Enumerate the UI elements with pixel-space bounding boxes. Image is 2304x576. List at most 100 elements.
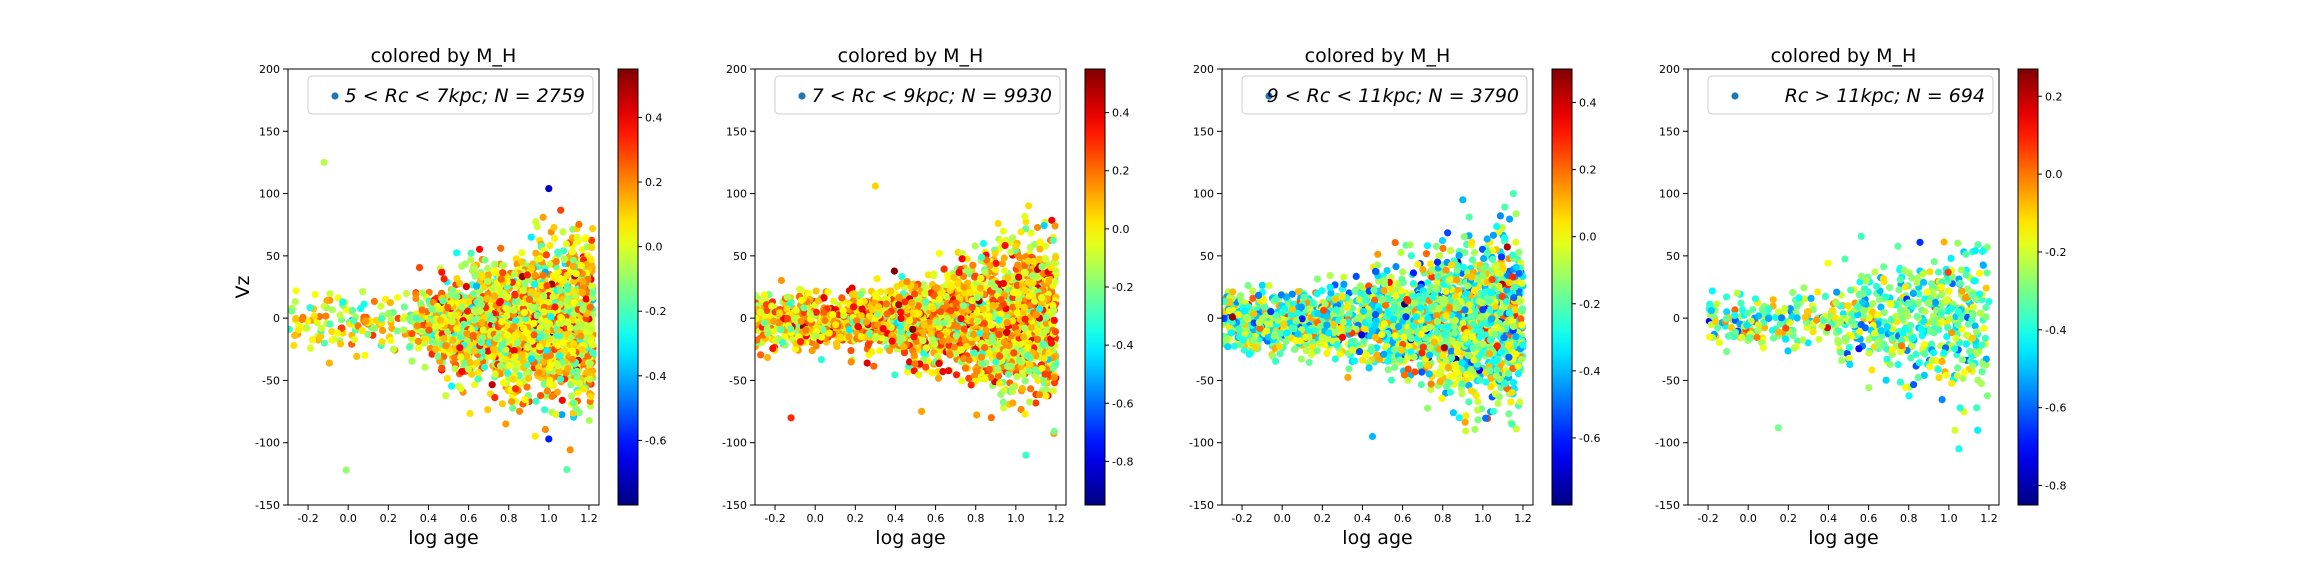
scatter-point	[578, 346, 586, 354]
scatter-point	[520, 308, 529, 316]
scatter-point	[929, 304, 937, 312]
scatter-point	[444, 328, 452, 336]
scatter-point	[1018, 281, 1027, 289]
scatter-point	[945, 341, 953, 349]
scatter-point	[519, 286, 527, 294]
scatter-point	[476, 307, 484, 315]
scatter-point	[552, 410, 560, 419]
scatter-point	[1007, 362, 1015, 370]
scatter-point	[847, 347, 855, 355]
scatter-point	[357, 305, 365, 313]
scatter-point	[1045, 349, 1053, 357]
scatter-point	[1027, 385, 1035, 393]
scatter-point	[888, 337, 896, 345]
scatter-point	[484, 264, 492, 272]
scatter-point	[872, 332, 880, 341]
scatter-point	[986, 261, 994, 270]
scatter-point	[1018, 385, 1026, 393]
scatter-point	[558, 396, 566, 404]
scatter-point	[770, 317, 778, 325]
scatter-point	[547, 313, 555, 321]
scatter-point	[978, 360, 986, 368]
scatter-point	[585, 416, 593, 425]
scatter-point	[310, 312, 318, 320]
scatter-point	[317, 324, 325, 332]
scatter-point	[473, 282, 481, 290]
scatter-point	[971, 242, 979, 250]
scatter-point	[560, 255, 568, 263]
scatter-point	[447, 291, 455, 299]
scatter-point	[570, 277, 578, 286]
scatter-point	[418, 306, 426, 314]
scatter-point	[460, 320, 468, 328]
scatter-point	[1036, 305, 1044, 313]
x-tick-label: 1.0	[1007, 512, 1025, 525]
scatter-point	[511, 317, 520, 325]
scatter-point	[516, 407, 524, 415]
scatter-point	[490, 292, 498, 300]
scatter-point	[535, 369, 543, 377]
scatter-point	[474, 375, 482, 383]
colorbar-tick-label: -0.4	[1112, 339, 1133, 352]
scatter-point	[1009, 383, 1017, 391]
scatter-point	[288, 325, 293, 333]
scatter-point	[475, 245, 484, 253]
scatter-point	[787, 325, 795, 333]
scatter-point	[919, 328, 927, 336]
scatter-point	[832, 339, 841, 347]
scatter-point	[1042, 386, 1050, 394]
scatter-point	[1038, 364, 1046, 372]
scatter-point	[930, 291, 938, 299]
scatter-point	[906, 316, 914, 324]
scatter-point	[1000, 254, 1008, 262]
scatter-point	[545, 380, 554, 388]
scatter-point	[934, 368, 942, 376]
scatter-point	[453, 311, 461, 319]
scatter-point	[915, 310, 923, 318]
scatter-point	[386, 299, 394, 307]
scatter-point	[796, 285, 804, 293]
scatter-point	[1049, 236, 1057, 244]
scatter-point	[455, 382, 463, 390]
scatter-point	[556, 375, 565, 383]
scatter-point	[509, 375, 517, 383]
scatter-point	[1009, 317, 1017, 325]
scatter-point	[291, 331, 299, 339]
scatter-point	[945, 367, 953, 375]
scatter-point	[979, 239, 988, 248]
scatter-point	[417, 299, 425, 307]
scatter-point	[992, 266, 1000, 274]
scatter-point	[502, 420, 510, 428]
scatter-point	[521, 395, 529, 404]
scatter-point	[589, 349, 597, 357]
scatter-point	[958, 377, 966, 385]
scatter-point	[937, 289, 946, 297]
scatter-point	[533, 312, 541, 320]
scatter-point	[320, 339, 328, 347]
scatter-point	[845, 333, 853, 341]
scatter-point	[1026, 279, 1034, 287]
scatter-point	[1038, 263, 1046, 271]
scatter-point	[908, 311, 916, 319]
scatter-point	[1051, 278, 1059, 286]
colorbar: 0.40.20.0-0.2-0.4-0.6-0.8	[1084, 68, 1133, 506]
scatter-point	[854, 323, 862, 331]
scatter-point	[570, 299, 578, 307]
scatter-point	[577, 332, 585, 340]
scatter-point	[791, 345, 800, 353]
scatter-point	[525, 374, 533, 382]
scatter-point	[1015, 295, 1023, 303]
scatter-point	[555, 367, 563, 375]
scatter-point	[1007, 248, 1015, 256]
y-tick-label: -100	[722, 437, 747, 450]
scatter-point	[755, 336, 761, 344]
scatter-point	[933, 284, 941, 292]
scatter-point	[901, 298, 909, 306]
scatter-point	[787, 414, 795, 422]
scatter-point	[478, 347, 486, 355]
legend-marker	[798, 92, 806, 100]
scatter-point	[958, 250, 967, 258]
scatter-points	[288, 158, 597, 474]
scatter-point	[999, 227, 1008, 235]
